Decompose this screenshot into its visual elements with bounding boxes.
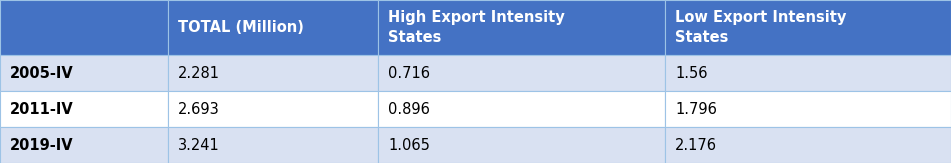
Text: 3.241: 3.241 [178, 138, 220, 153]
Text: Low Export Intensity
States: Low Export Intensity States [675, 10, 846, 45]
Bar [378, 55, 665, 91]
Text: TOTAL (Million): TOTAL (Million) [178, 20, 304, 35]
Text: 1.065: 1.065 [388, 138, 430, 153]
Text: 2019-IV: 2019-IV [10, 138, 73, 153]
Text: 2.281: 2.281 [178, 66, 220, 81]
Bar [0, 55, 168, 91]
Text: 0.716: 0.716 [388, 66, 430, 81]
Bar [168, 55, 378, 91]
Text: 2.693: 2.693 [178, 102, 220, 117]
Text: 1.796: 1.796 [675, 102, 717, 117]
Bar [0, 0, 168, 55]
Bar [665, 55, 951, 91]
Text: 2005-IV: 2005-IV [10, 66, 74, 81]
Bar [0, 127, 168, 163]
Bar [168, 0, 378, 55]
Bar [0, 91, 168, 127]
Bar [665, 91, 951, 127]
Bar [378, 91, 665, 127]
Text: 0.896: 0.896 [388, 102, 430, 117]
Bar [168, 91, 378, 127]
Bar [378, 127, 665, 163]
Text: 2.176: 2.176 [675, 138, 717, 153]
Text: 1.56: 1.56 [675, 66, 708, 81]
Text: High Export Intensity
States: High Export Intensity States [388, 10, 565, 45]
Bar [665, 0, 951, 55]
Bar [665, 127, 951, 163]
Bar [378, 0, 665, 55]
Text: 2011-IV: 2011-IV [10, 102, 74, 117]
Bar [168, 127, 378, 163]
